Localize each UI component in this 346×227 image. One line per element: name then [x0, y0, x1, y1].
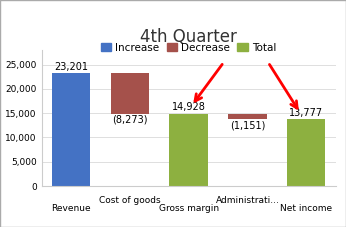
Text: Net income: Net income: [280, 204, 332, 213]
Bar: [287, 119, 325, 186]
Bar: [111, 73, 149, 114]
Text: Administrati...: Administrati...: [216, 196, 279, 205]
Text: 14,928: 14,928: [172, 102, 206, 112]
Bar: [228, 114, 266, 119]
Text: Gross margin: Gross margin: [158, 204, 219, 213]
Text: 23,201: 23,201: [54, 62, 88, 72]
Title: 4th Quarter: 4th Quarter: [140, 28, 237, 46]
Text: (1,151): (1,151): [230, 120, 265, 130]
Bar: [170, 114, 208, 186]
Legend: Increase, Decrease, Total: Increase, Decrease, Total: [97, 39, 281, 57]
Text: Cost of goods: Cost of goods: [99, 196, 161, 205]
Text: (8,273): (8,273): [112, 114, 147, 124]
Text: Revenue: Revenue: [51, 204, 91, 213]
Text: 13,777: 13,777: [289, 108, 323, 118]
Bar: [52, 73, 90, 186]
